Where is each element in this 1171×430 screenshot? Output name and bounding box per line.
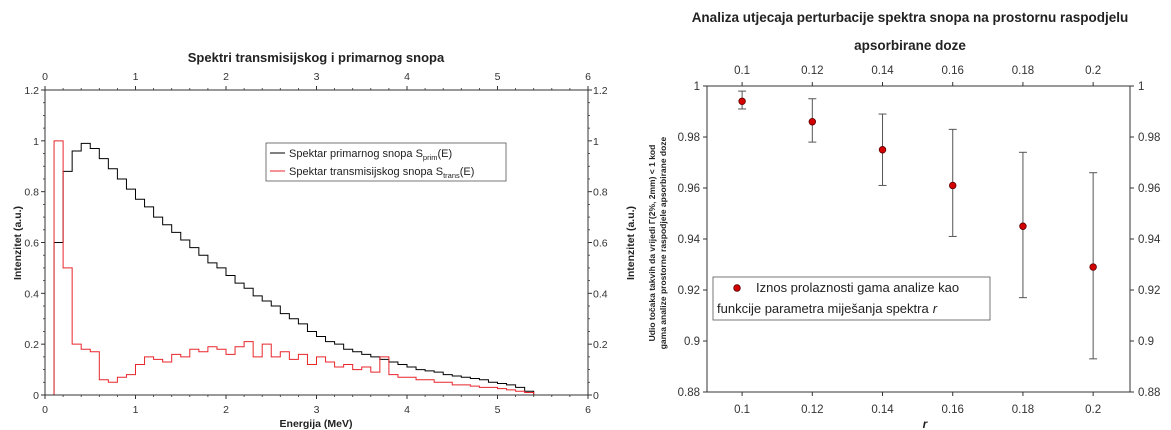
x-tick-label-bottom: 2 <box>223 404 229 416</box>
x-tick-label-top: 6 <box>585 71 591 83</box>
data-point <box>949 181 957 190</box>
x-tick-label-top: 0.1 <box>734 65 750 77</box>
x-tick-label-bottom: 3 <box>314 404 320 416</box>
data-point <box>878 146 887 154</box>
x-tick-label-top: 5 <box>495 71 501 83</box>
series-group <box>45 140 543 395</box>
x-tick-label-bottom: 6 <box>585 404 591 416</box>
x-tick-label-top: 0.18 <box>1012 65 1034 77</box>
x-tick-label-top: 0.2 <box>1085 65 1101 77</box>
y-tick-label-right: 0.92 <box>1138 285 1160 297</box>
gamma-analysis-chart: Analiza utjecaja perturbacije spektra sn… <box>647 10 1161 430</box>
primary-spectrum-line <box>45 142 543 395</box>
data-point <box>1019 222 1027 230</box>
y-tick-label-right: 0.98 <box>1138 132 1160 144</box>
legend-label-subscript: prim <box>423 153 438 162</box>
y-tick-label-left: 0.98 <box>678 132 700 144</box>
y-tick-label-left: 0.8 <box>24 187 39 199</box>
legend-label-suffix: (E) <box>438 148 453 160</box>
transmission-spectrum-line <box>45 140 543 395</box>
x-tick-label-bottom: 0.1 <box>734 404 750 416</box>
y-axis-label-line-1: Udio točaka takvih da vrijedi Γ(2%, 2mm)… <box>647 145 657 342</box>
legend-label-primary: Spektar primarnog snopa Sprim(E) <box>289 148 452 162</box>
y-tick-label-right: 1 <box>1138 81 1144 93</box>
legend-label-variable: r <box>933 301 938 316</box>
y-axis-label-line-2: gama analize prostorne raspodjele apsorb… <box>658 136 668 349</box>
y-tick-label-left: 0.94 <box>678 234 701 246</box>
x-tick-label-top: 1 <box>133 71 139 83</box>
axes-ticks: 0.1 0.1 0.12 0.12 0.14 0.14 0.16 0.16 0.18 0.18 0.… <box>678 65 1161 416</box>
y-tick-label-right: 0.2 <box>593 339 608 351</box>
y-tick-label-right: 0.8 <box>593 187 608 199</box>
y-tick-label-left: 0.9 <box>684 336 700 348</box>
y-tick-label-left: 0.96 <box>678 183 700 195</box>
x-tick-label-bottom: 0 <box>42 404 48 416</box>
legend: Iznos prolaznosti gama analize kao funkc… <box>712 276 991 321</box>
y-tick-label-left: 0.4 <box>24 288 39 300</box>
legend-label-line-2: funkcije parametra miješanja spektra r <box>717 301 938 316</box>
legend-label-text: funkcije parametra miješanja spektra <box>717 301 929 316</box>
legend-label-suffix: (E) <box>460 166 475 178</box>
spectra-chart: Spektri transmisijskog i primarnog snopa… <box>12 50 637 430</box>
x-tick-label-bottom: 4 <box>404 404 410 416</box>
series-group <box>738 90 1098 360</box>
legend-box <box>265 142 507 182</box>
chart-title-line-2: apsorbirane doze <box>854 38 966 53</box>
legend-label-subscript: trans <box>443 171 460 180</box>
legend-label-text: Spektar transmisijskog snopa S <box>289 166 443 178</box>
legend-label-text: Spektar primarnog snopa S <box>289 148 423 160</box>
y-tick-label-left: 0.88 <box>678 387 700 399</box>
y-tick-label-left: 0.6 <box>24 238 39 250</box>
y-tick-label-left: 1 <box>694 81 700 93</box>
x-tick-label-top: 0 <box>42 71 48 83</box>
x-tick-label-bottom: 0.2 <box>1085 404 1101 416</box>
data-point <box>1089 263 1097 271</box>
x-tick-label-bottom: 5 <box>495 404 501 416</box>
y-tick-label-right: 0.88 <box>1138 387 1160 399</box>
y-tick-label-left: 0.2 <box>24 339 39 351</box>
legend-marker <box>733 284 741 292</box>
y-tick-label-right: 0 <box>593 390 599 402</box>
legend: Spektar primarnog snopa Sprim(E) Spektar… <box>265 142 507 182</box>
y-tick-label-left: 1.2 <box>24 85 39 97</box>
y-axis-label-right: Intenzitet (a.u.) <box>625 206 637 280</box>
x-tick-label-top: 2 <box>223 71 229 83</box>
plot-frame <box>706 85 1131 393</box>
x-tick-label-bottom: 0.14 <box>871 404 894 416</box>
y-tick-label-right: 0.6 <box>593 238 608 250</box>
y-tick-label-right: 1 <box>593 136 599 148</box>
y-tick-label-right: 0.9 <box>1138 336 1154 348</box>
legend-label-transmission: Spektar transmisijskog snopa Strans(E) <box>289 166 474 180</box>
x-tick-label-bottom: 0.16 <box>942 404 964 416</box>
plot-frame <box>44 89 589 396</box>
x-tick-label-top: 3 <box>314 71 320 83</box>
x-tick-label-top: 0.12 <box>801 65 823 77</box>
y-tick-label-right: 0.4 <box>593 288 608 300</box>
x-tick-label-top: 0.16 <box>942 65 964 77</box>
y-tick-label-right: 0.94 <box>1138 234 1161 246</box>
x-tick-label-bottom: 0.12 <box>801 404 823 416</box>
x-axis-label: Energija (MeV) <box>280 418 353 430</box>
data-point <box>738 97 746 105</box>
y-tick-label-left: 0.92 <box>678 285 700 297</box>
x-tick-label-top: 4 <box>404 71 410 83</box>
chart-title: Spektri transmisijskog i primarnog snopa <box>188 50 445 65</box>
x-tick-label-bottom: 0.18 <box>1012 404 1034 416</box>
x-axis-label: r <box>923 417 929 430</box>
x-tick-label-top: 0.14 <box>871 65 894 77</box>
data-point <box>808 117 817 126</box>
legend-label-line-1: Iznos prolaznosti gama analize kao <box>756 280 959 295</box>
y-tick-label-right: 1.2 <box>593 85 608 97</box>
chart-title-line-1: Analiza utjecaja perturbacije spektra sn… <box>692 10 1129 25</box>
y-axis-label: Intenzitet (a.u.) <box>12 206 24 280</box>
legend-box <box>712 276 991 321</box>
x-tick-label-bottom: 1 <box>133 404 139 416</box>
y-tick-label-left: 1 <box>33 136 39 148</box>
y-tick-label-left: 0 <box>33 390 39 402</box>
y-tick-label-right: 0.96 <box>1138 183 1160 195</box>
